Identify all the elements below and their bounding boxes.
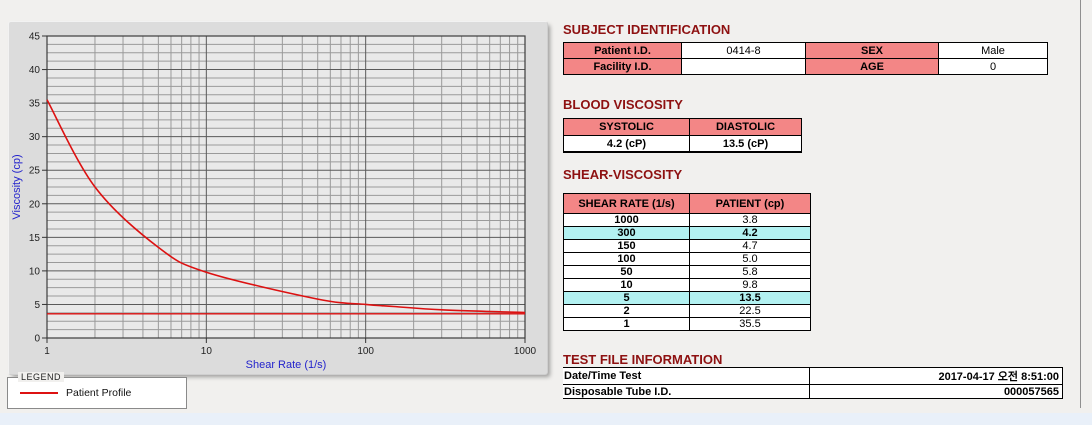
subject-identification-title: SUBJECT IDENTIFICATION bbox=[563, 22, 731, 37]
patient-id-value: 0414-8 bbox=[681, 42, 806, 59]
shear-rate-cell: 150 bbox=[563, 239, 690, 253]
date-time-test-value: 2017-04-17 오전 8:51:00 bbox=[809, 367, 1063, 385]
viscosity-shear-chart: 0 5 10 15 20 25 30 35 40 45 1 10 100 1000 Shear Rate (… bbox=[11, 32, 537, 372]
patient-id-label: Patient I.D. bbox=[563, 42, 682, 59]
age-label: AGE bbox=[805, 58, 939, 75]
svg-text:1000: 1000 bbox=[514, 346, 537, 357]
subject-identification-table: Patient I.D. 0414-8 SEX Male Facility I.… bbox=[563, 42, 1048, 75]
panel-divider bbox=[1080, 0, 1081, 408]
table-row: Disposable Tube I.D. 000057565 bbox=[563, 384, 1063, 399]
test-file-information-table: Date/Time Test 2017-04-17 오전 8:51:00 Dis… bbox=[563, 367, 1063, 399]
table-row: Patient I.D. 0414-8 SEX Male bbox=[563, 42, 1048, 59]
shear-rate-cell: 50 bbox=[563, 265, 690, 279]
facility-id-value bbox=[681, 58, 806, 75]
svg-text:10: 10 bbox=[29, 266, 41, 277]
shear-rate-cell: 2 bbox=[563, 304, 690, 318]
shear-row: 150 4.7 bbox=[563, 239, 811, 253]
shear-rate-cell: 10 bbox=[563, 278, 690, 292]
shear-row: 100 5.0 bbox=[563, 252, 811, 266]
table-row: SHEAR RATE (1/s) PATIENT (cp) bbox=[563, 193, 811, 214]
table-row: 4.2 (cP) 13.5 (cP) bbox=[563, 135, 802, 153]
shear-rate-cell: 1 bbox=[563, 317, 690, 331]
svg-text:100: 100 bbox=[357, 346, 374, 357]
patient-cp-cell: 22.5 bbox=[689, 304, 811, 318]
legend-entry: Patient Profile bbox=[8, 378, 186, 408]
shear-row: 2 22.5 bbox=[563, 304, 811, 318]
systolic-value: 4.2 (cP) bbox=[563, 135, 690, 153]
patient-cp-cell: 13.5 bbox=[689, 291, 811, 305]
facility-id-label: Facility I.D. bbox=[563, 58, 682, 75]
patient-cp-cell: 4.2 bbox=[689, 226, 811, 240]
shear-rate-cell: 1000 bbox=[563, 213, 690, 227]
chart-legend: LEGEND Patient Profile bbox=[7, 372, 187, 409]
patient-cp-header: PATIENT (cp) bbox=[689, 193, 811, 214]
svg-text:25: 25 bbox=[29, 166, 41, 177]
systolic-header: SYSTOLIC bbox=[563, 118, 690, 136]
svg-text:45: 45 bbox=[29, 32, 41, 43]
svg-text:Shear Rate (1/s): Shear Rate (1/s) bbox=[246, 359, 327, 371]
sex-label: SEX bbox=[805, 42, 939, 59]
blood-viscosity-title: BLOOD VISCOSITY bbox=[563, 97, 683, 112]
table-row: Date/Time Test 2017-04-17 오전 8:51:00 bbox=[563, 367, 1063, 385]
svg-text:5: 5 bbox=[34, 300, 40, 311]
shear-viscosity-title: SHEAR-VISCOSITY bbox=[563, 167, 683, 182]
svg-text:15: 15 bbox=[29, 233, 41, 244]
patient-cp-cell: 5.0 bbox=[689, 252, 811, 266]
test-file-information-title: TEST FILE INFORMATION bbox=[563, 352, 723, 367]
shear-rate-cell: 5 bbox=[563, 291, 690, 305]
svg-text:10: 10 bbox=[201, 346, 213, 357]
shear-viscosity-rows: 1000 3.8 300 4.2 150 4.7 100 5.0 50 5.8 10 9.8 5 13.5… bbox=[563, 213, 811, 331]
patient-cp-cell: 5.8 bbox=[689, 265, 811, 279]
diastolic-header: DIASTOLIC bbox=[689, 118, 802, 136]
patient-cp-cell: 9.8 bbox=[689, 278, 811, 292]
legend-series-label: Patient Profile bbox=[66, 387, 132, 399]
shear-viscosity-table: SHEAR RATE (1/s) PATIENT (cp) 1000 3.8 300… bbox=[563, 193, 811, 331]
shear-row: 10 9.8 bbox=[563, 278, 811, 292]
disposable-tube-id-value: 000057565 bbox=[809, 384, 1063, 399]
table-row: SYSTOLIC DIASTOLIC bbox=[563, 118, 802, 136]
shear-rate-cell: 300 bbox=[563, 226, 690, 240]
bottom-strip bbox=[0, 413, 1092, 425]
patient-cp-cell: 3.8 bbox=[689, 213, 811, 227]
patient-cp-cell: 35.5 bbox=[689, 317, 811, 331]
svg-text:0: 0 bbox=[34, 334, 40, 345]
shear-rate-header: SHEAR RATE (1/s) bbox=[563, 193, 690, 214]
shear-row: 50 5.8 bbox=[563, 265, 811, 279]
shear-row: 5 13.5 bbox=[563, 291, 811, 305]
age-value: 0 bbox=[938, 58, 1048, 75]
shear-rate-cell: 100 bbox=[563, 252, 690, 266]
date-time-test-label: Date/Time Test bbox=[563, 367, 810, 385]
svg-text:40: 40 bbox=[29, 65, 41, 76]
shear-row: 1000 3.8 bbox=[563, 213, 811, 227]
svg-text:1: 1 bbox=[44, 346, 50, 357]
svg-text:30: 30 bbox=[29, 132, 41, 143]
shear-row: 300 4.2 bbox=[563, 226, 811, 240]
sex-value: Male bbox=[938, 42, 1048, 59]
svg-text:35: 35 bbox=[29, 99, 41, 110]
svg-text:Viscosity (cp): Viscosity (cp) bbox=[11, 154, 23, 219]
patient-profile-line-swatch bbox=[20, 392, 58, 394]
table-row: Facility I.D. AGE 0 bbox=[563, 58, 1048, 75]
viscosity-chart-widget: 0 5 10 15 20 25 30 35 40 45 1 10 100 1000 Shear Rate (… bbox=[8, 21, 548, 375]
disposable-tube-id-label: Disposable Tube I.D. bbox=[563, 384, 810, 399]
diastolic-value: 13.5 (cP) bbox=[689, 135, 802, 153]
blood-viscosity-table: SYSTOLIC DIASTOLIC 4.2 (cP) 13.5 (cP) bbox=[563, 118, 802, 153]
svg-text:20: 20 bbox=[29, 199, 41, 210]
patient-cp-cell: 4.7 bbox=[689, 239, 811, 253]
legend-title: LEGEND bbox=[18, 372, 65, 382]
shear-row: 1 35.5 bbox=[563, 317, 811, 331]
